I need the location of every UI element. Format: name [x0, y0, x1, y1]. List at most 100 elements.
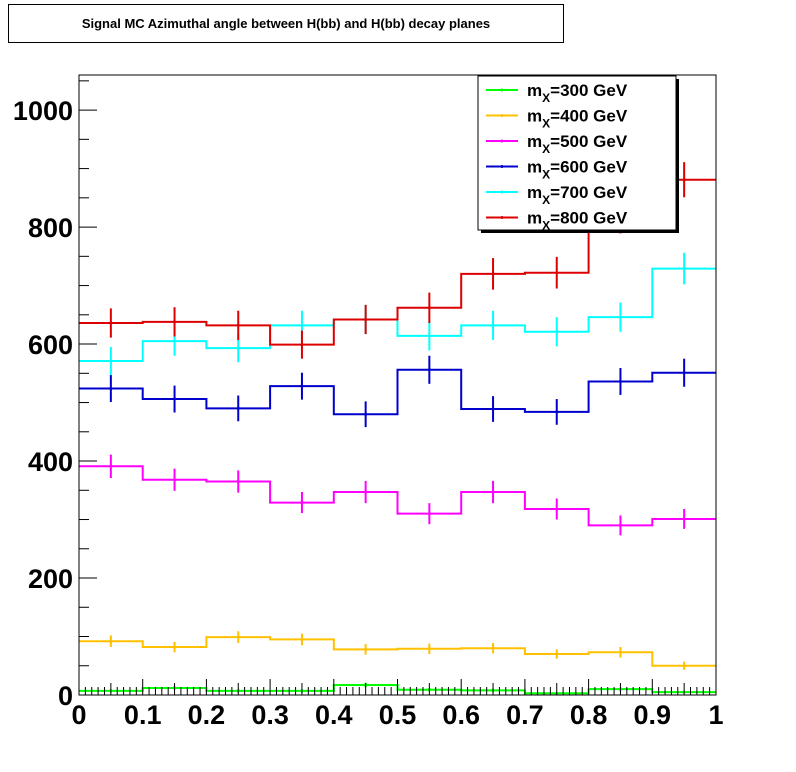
x-tick-label: 0.1: [124, 700, 162, 730]
x-tick-label: 0: [71, 700, 86, 730]
data-point-1-9: [682, 664, 686, 668]
data-point-2-5: [427, 512, 431, 516]
y-tick-label: 600: [28, 330, 73, 360]
data-point-5-6: [491, 272, 495, 276]
series-line-3: [79, 368, 716, 416]
data-point-4-7: [555, 330, 559, 334]
legend-label-subscript: X: [542, 168, 550, 182]
series-2: [79, 454, 716, 536]
data-point-4-3: [300, 323, 304, 327]
data-point-1-0: [109, 639, 113, 643]
data-point-2-4: [364, 490, 368, 494]
series-line-4: [79, 267, 716, 363]
data-point-3-3: [300, 384, 304, 388]
legend-label-main: m: [527, 107, 542, 126]
legend-label-main: m: [527, 209, 542, 228]
series-line-2: [79, 465, 716, 527]
data-point-4-6: [491, 323, 495, 327]
data-point-5-2: [236, 323, 240, 327]
legend-label-3: mX=600 GeV: [527, 158, 628, 182]
data-point-3-2: [236, 406, 240, 410]
legend-label-main: m: [527, 81, 542, 100]
legend-label-rest: =300 GeV: [550, 81, 628, 100]
x-tick-label: 0.3: [251, 700, 289, 730]
data-point-4-2: [236, 346, 240, 350]
legend-marker-3: [500, 165, 504, 168]
data-point-5-5: [427, 306, 431, 310]
data-point-5-3: [300, 343, 304, 347]
x-tick-label: 0.2: [188, 700, 226, 730]
data-point-1-3: [300, 637, 304, 641]
data-point-4-8: [618, 315, 622, 319]
legend-label-main: m: [527, 183, 542, 202]
legend-box: [477, 75, 677, 231]
legend-marker-5: [500, 216, 504, 219]
y-tick-label: 1000: [13, 96, 73, 126]
data-point-3-7: [555, 410, 559, 414]
legend-shadow-right: [676, 79, 679, 233]
legend-label-rest: =700 GeV: [550, 183, 628, 202]
data-point-1-1: [173, 645, 177, 649]
data-point-1-5: [427, 647, 431, 651]
data-point-2-7: [555, 507, 559, 511]
data-point-3-9: [682, 371, 686, 375]
data-point-4-5: [427, 334, 431, 338]
series-line-1: [79, 636, 716, 667]
legend-label-rest: =600 GeV: [550, 158, 628, 177]
x-tick-label: 0.8: [570, 700, 608, 730]
data-point-1-2: [236, 635, 240, 639]
chart-title-box: Signal MC Azimuthal angle between H(bb) …: [8, 4, 564, 43]
series-1: [79, 631, 716, 670]
legend-label-subscript: X: [542, 91, 550, 105]
data-point-2-6: [491, 490, 495, 494]
axes-layer: 0 0.1 0.2 0.3 0.4 0.5 0.6 0.7 0.8 0.9 1 0 200 400 600 8…: [13, 74, 724, 730]
data-point-4-0: [109, 359, 113, 363]
data-point-1-4: [364, 647, 368, 651]
x-tick-label: 0.7: [506, 700, 544, 730]
data-point-3-5: [427, 368, 431, 372]
data-point-3-8: [618, 379, 622, 383]
data-point-3-6: [491, 407, 495, 411]
data-point-5-9: [682, 178, 686, 182]
data-point-4-1: [173, 339, 177, 343]
x-tick-label: 0.9: [634, 700, 672, 730]
legend-label-1: mX=400 GeV: [527, 107, 628, 131]
y-tick-label: 400: [28, 447, 73, 477]
data-point-3-0: [109, 387, 113, 391]
legend-label-4: mX=700 GeV: [527, 183, 628, 207]
legend-label-subscript: X: [542, 117, 550, 131]
data-point-1-8: [618, 650, 622, 654]
data-point-1-7: [555, 652, 559, 656]
legend-label-rest: =800 GeV: [550, 209, 628, 228]
legend-label-subscript: X: [542, 219, 550, 233]
series-4: [79, 252, 716, 376]
chart-title: Signal MC Azimuthal angle between H(bb) …: [81, 16, 491, 31]
data-point-3-1: [173, 397, 177, 401]
legend-label-subscript: X: [542, 193, 550, 207]
x-tick-label: 0.5: [379, 700, 417, 730]
series-3: [79, 355, 716, 428]
data-point-3-4: [364, 412, 368, 416]
data-point-2-0: [109, 464, 113, 468]
x-tick-label: 0.6: [442, 700, 480, 730]
legend-label-rest: =500 GeV: [550, 132, 628, 151]
legend-label-2: mX=500 GeV: [527, 132, 628, 156]
data-point-5-4: [364, 317, 368, 321]
data-point-1-6: [491, 646, 495, 650]
legend-label-5: mX=800 GeV: [527, 209, 628, 233]
data-point-5-7: [555, 271, 559, 275]
data-point-2-8: [618, 523, 622, 527]
y-tick-label: 200: [28, 564, 73, 594]
legend-label-rest: =400 GeV: [550, 107, 628, 126]
data-point-4-9: [682, 267, 686, 271]
legend-shadow-bottom: [481, 230, 679, 233]
legend-label-main: m: [527, 158, 542, 177]
legend-marker-0: [500, 88, 504, 92]
x-tick-label: 0.4: [315, 700, 353, 730]
data-point-5-1: [173, 320, 177, 324]
data-point-2-1: [173, 478, 177, 482]
legend-marker-2: [500, 139, 504, 143]
data-point-5-0: [109, 321, 113, 325]
